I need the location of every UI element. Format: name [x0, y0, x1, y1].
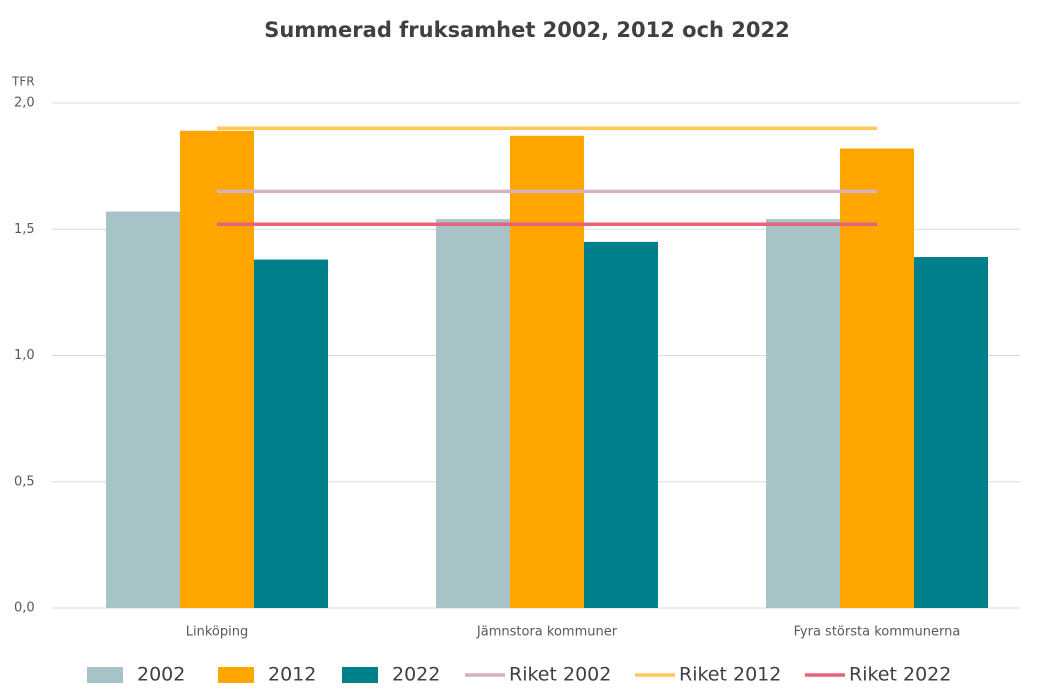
- y-axis-label: TFR: [11, 75, 35, 89]
- legend-label: Riket 2022: [849, 664, 951, 686]
- legend-label: Riket 2002: [509, 664, 611, 686]
- legend-label: Riket 2012: [679, 664, 781, 686]
- legend-swatch: [218, 667, 254, 683]
- chart-title: Summerad fruksamhet 2002, 2012 och 2022: [264, 18, 790, 42]
- legend-label: 2022: [392, 664, 440, 686]
- y-tick-label: 1,5: [14, 222, 35, 237]
- bar: [766, 219, 840, 608]
- bar: [584, 241, 658, 608]
- y-tick-label: 2,0: [14, 96, 35, 111]
- bar: [436, 219, 510, 608]
- bar: [180, 130, 254, 608]
- bar: [840, 148, 914, 608]
- legend-swatch: [342, 667, 378, 683]
- x-tick-label: Jämnstora kommuner: [476, 625, 618, 640]
- legend-label: 2002: [137, 664, 185, 686]
- bar: [254, 259, 328, 608]
- bar: [106, 211, 180, 608]
- bar: [914, 257, 988, 608]
- legend-swatch: [87, 667, 123, 683]
- y-tick-label: 1,0: [14, 348, 35, 363]
- y-tick-label: 0,0: [14, 601, 35, 616]
- x-tick-label: Linköping: [186, 625, 248, 640]
- legend-label: 2012: [268, 664, 316, 686]
- bar: [510, 135, 584, 608]
- x-tick-label: Fyra största kommunerna: [794, 625, 961, 640]
- y-tick-label: 0,5: [14, 474, 35, 489]
